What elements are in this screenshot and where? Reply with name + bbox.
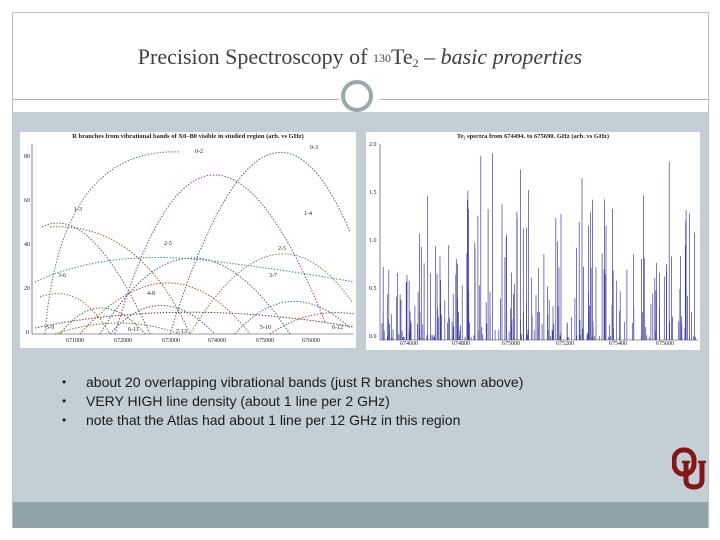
bullet-item: • about 20 overlapping vibrational bands … — [62, 374, 524, 390]
spectrum-y-tick: 1.0 — [369, 238, 377, 244]
spectrum-x-tick: 674800 — [452, 341, 470, 347]
bullet-item: • VERY HIGH line density (about 1 line pe… — [62, 393, 390, 409]
spectrum-plot-caption: Te₂ spectra from 674494. to 675690. GHz … — [456, 133, 610, 140]
title-circle-ornament — [341, 80, 373, 112]
band-plot-x-tick: 672000 — [114, 338, 132, 344]
band-plot-y-tick: 0 — [26, 330, 29, 336]
band-label: 6-12 — [332, 325, 343, 331]
band-label: 2-5 — [164, 241, 172, 247]
band-plot-y-tick: 60 — [24, 198, 30, 204]
band-label: 0-3 — [310, 145, 318, 151]
spectrum-x-tick: 675600 — [656, 341, 674, 347]
band-plot-x-tick: 671000 — [66, 338, 84, 344]
bottom-band — [13, 502, 708, 528]
spectrum-x-tick: 675000 — [502, 341, 520, 347]
spectrum-x-tick: 674600 — [400, 341, 418, 347]
bullet-dot: • — [62, 375, 67, 389]
bullet-item: • note that the Atlas had about 1 line pe… — [62, 412, 461, 428]
band-label: 0-2 — [195, 149, 203, 155]
band-label: 5-9 — [46, 325, 54, 331]
bullet-dot: • — [62, 413, 67, 427]
band-label: 3-6 — [58, 273, 66, 279]
band-plot-x-tick: 674000 — [208, 338, 226, 344]
spectrum-y-tick: 0.5 — [369, 286, 377, 292]
band-label: 2-5 — [278, 246, 286, 252]
ou-logo-icon — [672, 447, 706, 490]
band-label: 6-11 — [128, 327, 139, 333]
spectrum-y-tick: 0.0 — [369, 334, 377, 340]
title-rule-left — [13, 99, 339, 100]
band-plot: R branches from vibrational bands of X0–… — [20, 132, 356, 348]
band-plot-y-tick: 20 — [24, 286, 30, 292]
bullet-list: • about 20 overlapping vibrational bands … — [62, 373, 523, 430]
band-plot-x-tick: 676000 — [302, 338, 320, 344]
spectrum-lines — [379, 144, 698, 341]
band-plot-x-tick: 675000 — [256, 338, 274, 344]
band-label: 5-10 — [260, 325, 271, 331]
spectrum-y-tick: 1.5 — [369, 190, 377, 196]
band-plot-y-tick: 40 — [24, 242, 30, 248]
slide-title: Precision Spectroscopy of 130Te2 – basic… — [137, 44, 583, 70]
band-curves — [31, 144, 355, 335]
band-label: 7-13 — [176, 329, 187, 335]
bullet-dot: • — [62, 394, 67, 408]
band-label: 1-4 — [304, 211, 312, 217]
band-plot-x-tick: 673000 — [162, 338, 180, 344]
band-plot-y-tick: 80 — [24, 154, 30, 160]
spectrum-x-tick: 675400 — [609, 341, 627, 347]
band-label: 4-8 — [147, 291, 155, 297]
band-label: 1-3 — [74, 207, 82, 213]
spectrum-y-tick: 2.0 — [369, 142, 377, 148]
band-plot-caption: R branches from vibrational bands of X0–… — [72, 133, 304, 140]
spectrum-plot: Te₂ spectra from 674494. to 675690. GHz … — [366, 132, 700, 350]
band-label: 3-7 — [269, 273, 277, 279]
spectrum-x-tick: 675200 — [556, 341, 574, 347]
title-rule-right — [380, 99, 708, 100]
